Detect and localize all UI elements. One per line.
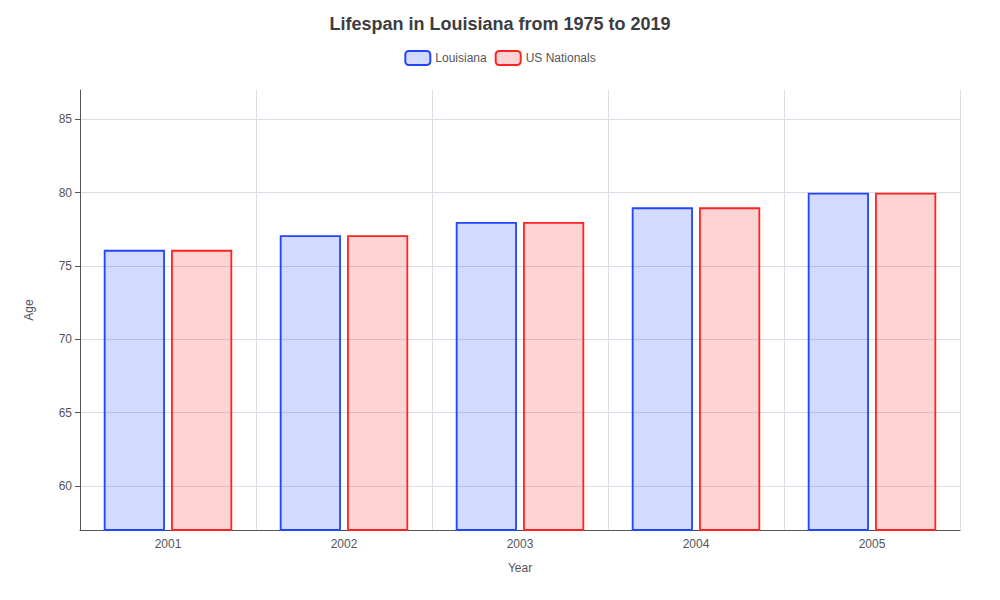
svg-text:US Nationals: US Nationals [526,51,596,65]
svg-text:65: 65 [59,406,73,420]
svg-text:75: 75 [59,259,73,273]
svg-text:2003: 2003 [507,537,534,551]
svg-text:2005: 2005 [859,537,886,551]
svg-text:Age: Age [22,299,36,321]
svg-text:Lifespan in Louisiana from 197: Lifespan in Louisiana from 1975 to 2019 [329,14,670,34]
svg-text:Year: Year [508,561,532,575]
svg-text:85: 85 [59,112,73,126]
svg-text:60: 60 [59,479,73,493]
svg-text:Louisiana: Louisiana [435,51,487,65]
svg-text:2002: 2002 [331,537,358,551]
svg-text:2001: 2001 [155,537,182,551]
svg-text:80: 80 [59,186,73,200]
svg-text:2004: 2004 [683,537,710,551]
svg-text:70: 70 [59,332,73,346]
